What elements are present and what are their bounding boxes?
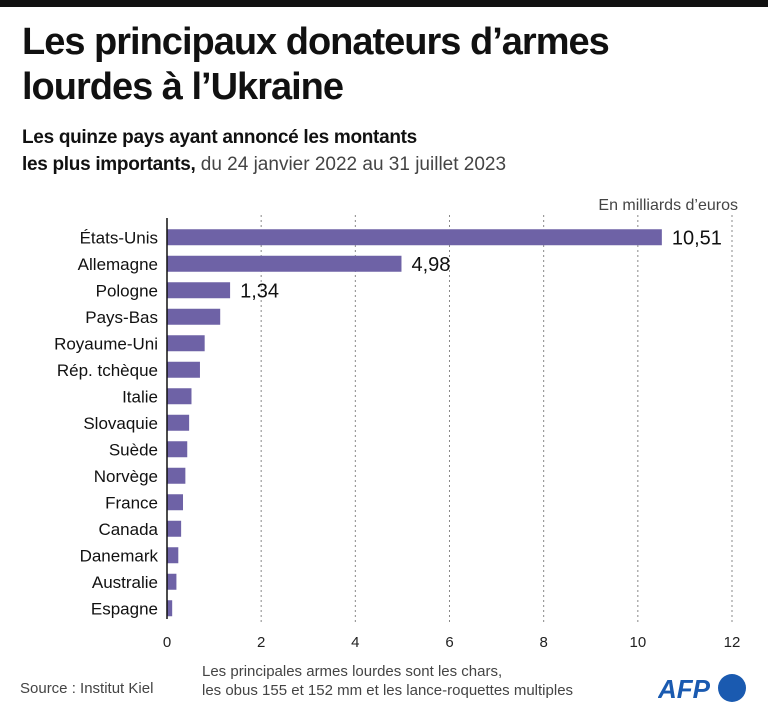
- afp-logo-dot: [718, 674, 746, 702]
- category-label: Rép. tchèque: [57, 361, 158, 380]
- bar: [167, 388, 192, 405]
- bar: [167, 494, 184, 511]
- bar: [167, 600, 173, 617]
- bar: [167, 229, 662, 246]
- category-label: Slovaquie: [83, 414, 158, 433]
- bar: [167, 255, 402, 272]
- data-label: 1,34: [240, 280, 279, 302]
- bar: [167, 282, 231, 299]
- bar: [167, 308, 221, 325]
- top-rule: [0, 0, 768, 7]
- category-label: Pays-Bas: [85, 308, 158, 327]
- subtitle-date-range: du 24 janvier 2022 au 31 juillet 2023: [195, 154, 507, 175]
- category-label: Australie: [92, 573, 158, 592]
- x-tick-label: 2: [257, 634, 265, 650]
- footnote: Les principales armes lourdes sont les c…: [202, 662, 573, 700]
- footnote-line-1: Les principales armes lourdes sont les c…: [202, 663, 503, 680]
- bar: [167, 335, 205, 352]
- category-label: France: [105, 493, 158, 512]
- source-label: Source : Institut Kiel: [20, 680, 154, 697]
- x-tick-label: 4: [351, 634, 359, 650]
- footnote-line-2: les obus 155 et 152 mm et les lance-roqu…: [202, 682, 574, 699]
- subtitle-line-1: Les quinze pays ayant annoncé les montan…: [22, 127, 417, 148]
- category-label: Royaume-Uni: [54, 334, 158, 353]
- bar: [167, 414, 190, 431]
- category-label: Suède: [109, 440, 158, 459]
- unit-label: En milliards d’euros: [598, 197, 738, 214]
- category-label: Norvège: [94, 467, 158, 486]
- bar: [167, 547, 179, 564]
- bar: [167, 520, 182, 537]
- category-label: États-Unis: [80, 228, 158, 247]
- x-tick-label: 10: [629, 634, 646, 650]
- data-label: 4,98: [411, 254, 450, 276]
- category-label: Canada: [98, 520, 158, 539]
- chart-subtitle: Les quinze pays ayant annoncé les montan…: [22, 124, 506, 178]
- chart-title: Les principaux donateurs d’armes lourdes…: [22, 20, 742, 110]
- x-tick-label: 6: [445, 634, 453, 650]
- bar: [167, 467, 186, 484]
- category-label: Danemark: [80, 546, 159, 565]
- subtitle-line-2-bold: les plus importants,: [22, 154, 196, 175]
- category-label: Allemagne: [78, 255, 158, 274]
- title-line-1: Les principaux donateurs d’armes: [22, 21, 610, 63]
- afp-logo: AFP: [658, 674, 746, 704]
- category-label: Italie: [122, 387, 158, 406]
- category-label: Pologne: [96, 281, 158, 300]
- x-tick-label: 0: [163, 634, 171, 650]
- bar-chart: 0 2 4 6 8 10 12 États-Unis 10,51 Allemagne 4,98 Pol…: [54, 215, 741, 650]
- bar: [167, 361, 200, 378]
- data-label: 10,51: [672, 227, 722, 249]
- afp-logo-text: AFP: [658, 674, 711, 704]
- x-tick-label: 12: [724, 634, 741, 650]
- category-label: Espagne: [91, 599, 158, 618]
- bar: [167, 573, 177, 590]
- bar: [167, 441, 188, 458]
- x-tick-label: 8: [539, 634, 547, 650]
- title-line-2: lourdes à l’Ukraine: [22, 66, 344, 108]
